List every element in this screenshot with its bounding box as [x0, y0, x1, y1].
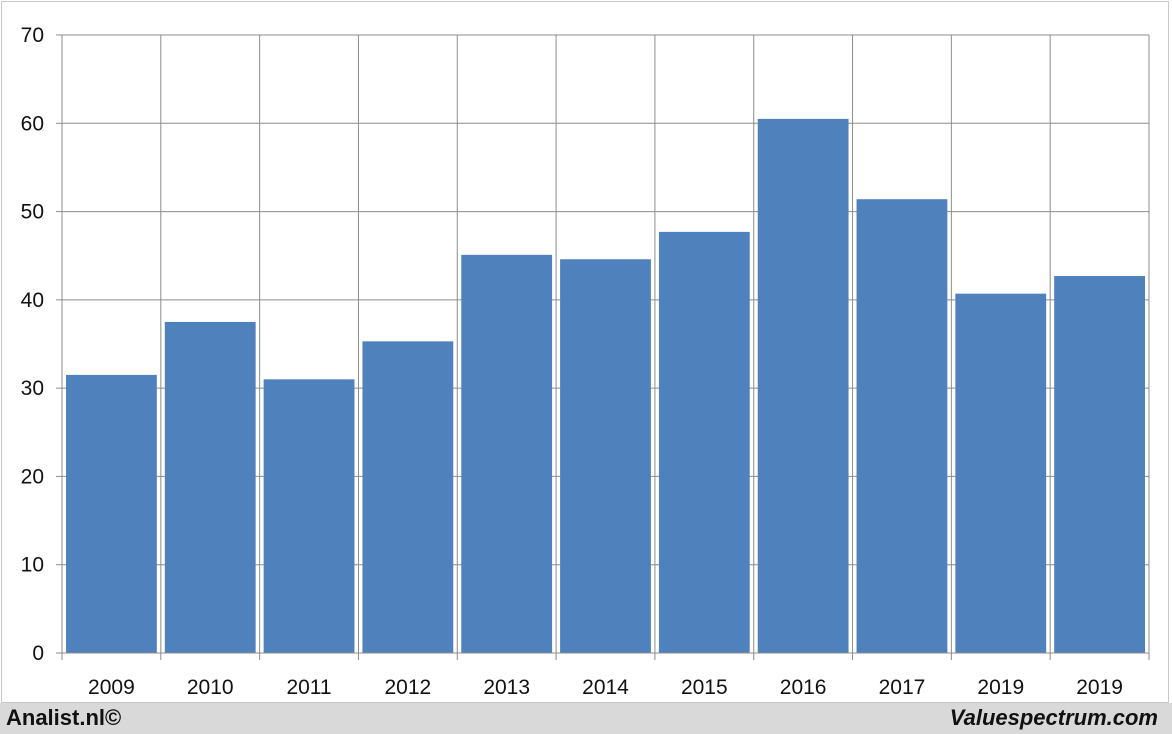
x-tick-label: 2009 [88, 676, 135, 699]
y-tick-label: 40 [21, 289, 44, 312]
bar-2012 [362, 341, 454, 653]
y-tick-labels: 0 10 20 30 40 50 60 70 [21, 24, 44, 665]
x-tick-label: 2017 [879, 676, 926, 699]
x-tick-label: 2012 [385, 676, 432, 699]
bar-2019 [1054, 276, 1145, 653]
gridlines [61, 34, 1150, 660]
axes [56, 34, 1149, 654]
bar-2013 [461, 254, 553, 653]
footer-credit-left: Analist.nl© [6, 705, 122, 730]
bar-2015 [658, 231, 750, 653]
y-tick-label: 20 [21, 465, 44, 488]
bar-chart: 0 10 20 30 40 50 60 70 2009 2010 2011 2012 2013 2014… [21, 24, 1150, 699]
x-tick-label: 2013 [483, 676, 530, 699]
y-tick-label: 0 [32, 642, 44, 665]
x-tick-label: 2019 [1076, 676, 1123, 699]
bar-2016 [757, 118, 849, 653]
x-tick-label: 2016 [780, 676, 827, 699]
y-tick-label: 50 [21, 201, 44, 224]
chart-frame: 0 10 20 30 40 50 60 70 2009 2010 2011 2012 2013 2014… [1, 1, 1169, 703]
bar-2019 [955, 293, 1047, 653]
bar-2011 [263, 379, 355, 653]
bar-2017 [856, 199, 948, 653]
bars [66, 118, 1145, 653]
bar-2009 [66, 374, 157, 653]
y-tick-label: 60 [21, 112, 44, 135]
footer-bar: Analist.nl© Valuespectrum.com [0, 703, 1172, 734]
bar-2010 [164, 321, 256, 653]
y-tick-label: 70 [21, 24, 44, 47]
y-tick-label: 10 [21, 554, 44, 577]
x-tick-label: 2014 [582, 676, 629, 699]
x-tick-labels: 2009 2010 2011 2012 2013 2014 2015 2016 2017 2019… [88, 676, 1123, 699]
x-tick-label: 2010 [187, 676, 234, 699]
x-tick-label: 2015 [681, 676, 728, 699]
footer-credit-right: Valuespectrum.com [949, 705, 1158, 730]
y-tick-label: 30 [21, 377, 44, 400]
bar-2014 [560, 259, 651, 653]
x-tick-label: 2019 [977, 676, 1024, 699]
x-tick-label: 2011 [286, 676, 331, 699]
